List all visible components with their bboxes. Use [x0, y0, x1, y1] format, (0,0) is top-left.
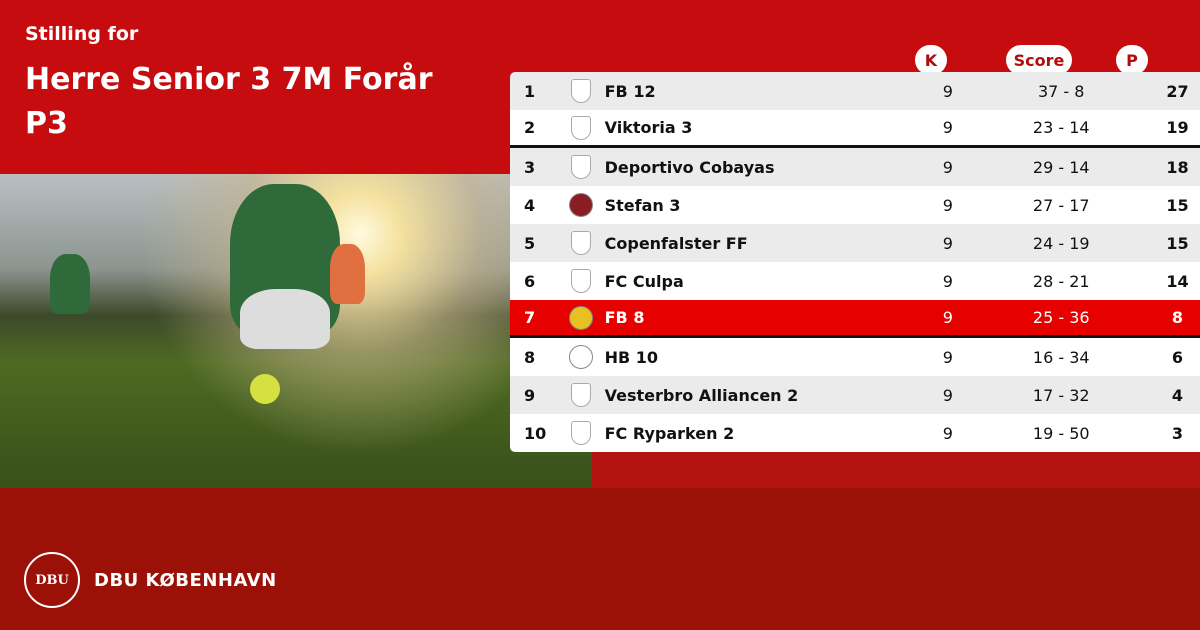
table-row: 4 Stefan 3 9 27 - 17 15 [510, 186, 1200, 224]
score: 16 - 34 [1032, 347, 1090, 367]
football-photo [0, 174, 592, 488]
position: 4 [524, 195, 536, 215]
table-row: 3 Deportivo Cobayas 9 29 - 14 18 [510, 148, 1200, 186]
position: 8 [524, 347, 536, 367]
points: 19 [1166, 118, 1189, 137]
score: 27 - 17 [1032, 195, 1090, 215]
games-played: 9 [942, 233, 953, 253]
team-name: FB 12 [604, 81, 656, 101]
footer-band [0, 488, 1200, 630]
score: 23 - 14 [1032, 118, 1090, 137]
table-row: 10 FC Ryparken 2 9 19 - 50 3 [510, 414, 1200, 452]
standings-table: 1 FB 12 9 37 - 8 27 2 Viktoria 3 9 23 - 1… [510, 72, 1200, 452]
position: 5 [524, 233, 536, 253]
column-header-k: K [915, 45, 947, 75]
position: 10 [524, 423, 547, 443]
games-played: 9 [942, 195, 953, 215]
team-name: Copenfalster FF [604, 233, 748, 253]
games-played: 9 [942, 81, 953, 101]
team-logo [558, 231, 605, 255]
team-name: FB 8 [604, 308, 645, 327]
shield-placeholder-icon [571, 155, 592, 179]
position: 9 [524, 385, 536, 405]
team-logo [558, 421, 605, 445]
table-row: 7 FB 8 9 25 - 36 8 [510, 300, 1200, 338]
games-played: 9 [942, 308, 953, 327]
games-played: 9 [942, 347, 953, 367]
games-played: 9 [942, 118, 953, 137]
score: 37 - 8 [1037, 81, 1085, 101]
games-played: 9 [942, 423, 953, 443]
position: 3 [524, 157, 536, 177]
position: 1 [524, 81, 536, 101]
score: 24 - 19 [1032, 233, 1090, 253]
team-logo [558, 305, 605, 330]
column-header-p: P [1116, 45, 1148, 75]
table-row: 2 Viktoria 3 9 23 - 14 19 [510, 110, 1200, 148]
shield-placeholder-icon [571, 269, 592, 293]
column-header-score: Score [1006, 45, 1072, 75]
points: 18 [1166, 157, 1189, 177]
club-crest-icon [569, 305, 594, 330]
score: 28 - 21 [1032, 271, 1090, 291]
team-logo [558, 383, 605, 407]
points: 4 [1171, 385, 1184, 405]
shield-placeholder-icon [571, 231, 592, 255]
team-name: Vesterbro Alliancen 2 [604, 385, 799, 405]
table-row: 8 HB 10 9 16 - 34 6 [510, 338, 1200, 376]
team-logo [558, 193, 605, 217]
points: 27 [1166, 81, 1189, 101]
points: 15 [1166, 195, 1189, 215]
shield-placeholder-icon [571, 421, 592, 445]
points: 3 [1171, 423, 1184, 443]
table-row: 6 FC Culpa 9 28 - 21 14 [510, 262, 1200, 300]
shield-placeholder-icon [571, 79, 592, 103]
table-row: 5 Copenfalster FF 9 24 - 19 15 [510, 224, 1200, 262]
page-title: Herre Senior 3 7M Forår P3 [25, 62, 433, 141]
team-name: FC Culpa [604, 271, 684, 291]
points: 15 [1166, 233, 1189, 253]
points: 8 [1171, 308, 1184, 327]
score: 17 - 32 [1032, 385, 1090, 405]
dbu-logo-icon: DBU [24, 552, 80, 608]
team-logo [558, 155, 605, 179]
brand-name: DBU KØBENHAVN [94, 569, 277, 591]
team-name: Viktoria 3 [604, 118, 693, 137]
team-logo [558, 345, 605, 369]
games-played: 9 [942, 271, 953, 291]
score: 19 - 50 [1032, 423, 1090, 443]
team-name: FC Ryparken 2 [604, 423, 735, 443]
score: 29 - 14 [1032, 157, 1090, 177]
position: 2 [524, 118, 536, 137]
team-name: Stefan 3 [604, 195, 681, 215]
subtitle: Stilling for [25, 23, 139, 45]
club-crest-icon [569, 193, 594, 217]
team-name: HB 10 [604, 347, 659, 367]
position: 6 [524, 271, 536, 291]
table-row: 1 FB 12 9 37 - 8 27 [510, 72, 1200, 110]
score: 25 - 36 [1032, 308, 1090, 327]
shield-placeholder-icon [571, 115, 592, 140]
team-logo [558, 269, 605, 293]
shield-placeholder-icon [571, 383, 592, 407]
position: 7 [524, 308, 536, 327]
team-name: Deportivo Cobayas [604, 157, 775, 177]
club-crest-icon [569, 345, 594, 369]
points: 6 [1171, 347, 1184, 367]
points: 14 [1166, 271, 1189, 291]
games-played: 9 [942, 385, 953, 405]
team-logo [558, 115, 605, 140]
team-logo [558, 79, 605, 103]
table-row: 9 Vesterbro Alliancen 2 9 17 - 32 4 [510, 376, 1200, 414]
games-played: 9 [942, 157, 953, 177]
brand: DBU DBU KØBENHAVN [24, 552, 277, 608]
